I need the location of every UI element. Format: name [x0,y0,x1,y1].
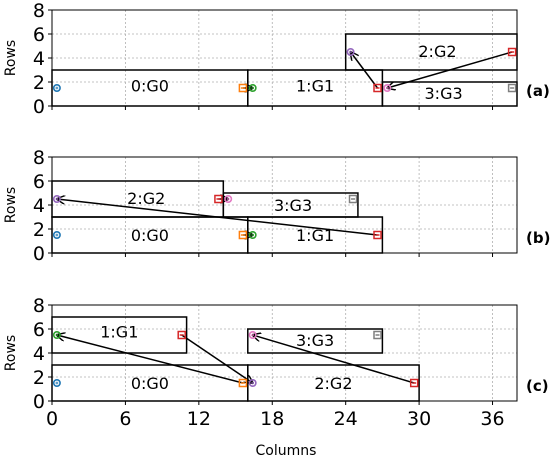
point-circle [383,84,392,93]
block-label: 0:G0 [131,77,169,96]
point-square [373,230,382,240]
y-tick-label: 8 [33,147,45,169]
point-square [373,83,382,93]
arrow [181,334,253,383]
point-dot [251,233,255,237]
arrow [351,52,379,89]
point-dot [55,86,59,90]
block-label: 0:G0 [131,226,169,245]
point-circle [52,231,61,240]
point-circle [52,195,61,204]
point-square [238,230,248,240]
point-square [507,83,517,93]
point-circle [248,378,257,387]
block-label: 3:G3 [296,331,334,350]
point-dot [55,333,59,337]
block-label: 1:G1 [296,77,334,96]
y-tick-label: 0 [33,243,45,265]
y-axis-label: Rows [3,40,19,76]
point-dot [251,381,255,385]
arrow [387,51,513,88]
point-circle [248,330,257,339]
arrow [253,335,415,384]
x-tick-label: 30 [407,408,431,430]
panel-label: (a) [526,82,550,100]
x-tick-label: 18 [260,408,284,430]
point-dot [385,86,389,90]
point-dot [226,197,230,201]
y-tick-label: 2 [33,367,45,389]
point-dot [55,381,59,385]
panel-label: (b) [526,229,550,247]
point-square [373,330,382,340]
point-dot [251,333,255,337]
y-tick-label: 0 [33,391,45,413]
x-tick-label: 36 [480,408,504,430]
y-tick-label: 2 [33,219,45,241]
block-rect [222,192,359,218]
block-label: 3:G3 [425,84,463,103]
point-square [238,378,248,388]
y-tick-label: 6 [33,24,45,46]
point-circle [248,84,257,93]
point-square [409,378,419,388]
point-circle [248,231,257,240]
point-dot [55,197,59,201]
point-circle [224,195,233,204]
x-tick-label: 0 [46,408,58,430]
block-label: 1:G1 [296,226,334,245]
point-dot [55,233,59,237]
block-label: 1:G1 [100,322,138,341]
block-label: 2:G2 [314,374,352,393]
block-label: 3:G3 [274,196,312,215]
point-circle [52,378,61,387]
y-tick-label: 6 [33,171,45,193]
y-tick-label: 4 [33,48,45,70]
block-label: 2:G2 [418,42,456,61]
y-tick-label: 4 [33,343,45,365]
x-axis-label: Columns [256,443,317,458]
panel-label: (c) [526,377,549,395]
block-label: 2:G2 [127,189,165,208]
block-label: 0:G0 [131,374,169,393]
point-square [507,47,517,57]
point-dot [251,86,255,90]
y-tick-label: 4 [33,195,45,217]
y-tick-label: 8 [33,0,45,22]
y-axis-label: Rows [3,335,19,371]
point-dot [349,50,352,54]
y-tick-label: 2 [33,72,45,94]
y-tick-label: 6 [33,319,45,341]
x-tick-label: 12 [187,408,211,430]
y-axis-label: Rows [3,187,19,223]
arrow [57,335,244,384]
point-square [214,194,223,204]
point-circle [346,47,355,56]
x-tick-label: 24 [334,408,358,430]
x-tick-label: 6 [119,408,131,430]
point-square [238,83,248,93]
y-tick-label: 0 [33,96,45,118]
point-square [177,330,186,340]
point-circle [52,330,61,339]
point-square [348,194,358,204]
point-circle [52,84,61,93]
arrow [57,199,378,236]
y-tick-label: 8 [33,295,45,317]
